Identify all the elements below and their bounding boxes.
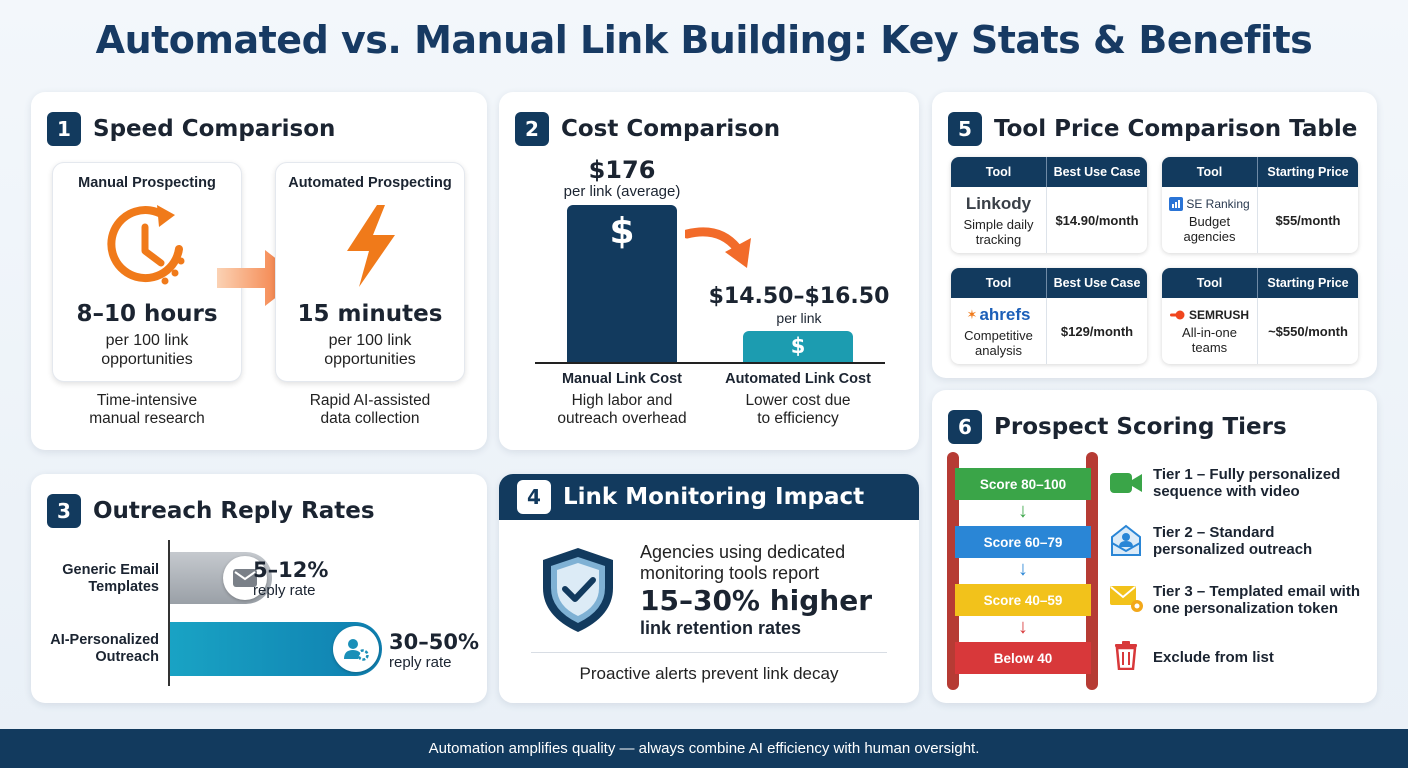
ai-outreach-label: AI-Personalized Outreach	[50, 632, 159, 665]
manual-time-value: 8–10 hours	[76, 301, 218, 327]
tier-bar-4: Below 40	[955, 642, 1091, 674]
manual-caption: Time-intensive manual research	[89, 392, 205, 427]
automated-cost-sub: per link	[776, 310, 822, 326]
cost-comparison-card: 2 Cost Comparison $176 per link (average…	[499, 92, 919, 450]
automated-cost-value: $14.50–$16.50	[708, 284, 890, 309]
ahrefs-icon: ✶	[966, 306, 978, 322]
tool-price: $14.90/month	[1055, 212, 1139, 228]
divider	[531, 652, 887, 653]
monitoring-header: 4 Link Monitoring Impact	[499, 474, 919, 520]
section-number: 6	[948, 410, 982, 444]
ai-user-gear-icon	[333, 626, 379, 672]
tool-price: ~$550/month	[1268, 323, 1348, 339]
section-title: Link Monitoring Impact	[563, 484, 865, 510]
automated-cost-caption: Lower cost due to efficiency	[745, 392, 851, 427]
footer-banner: Automation amplifies quality — always co…	[0, 729, 1408, 768]
tier-bar-1: Score 80–100	[955, 468, 1091, 500]
manual-time-sub: per 100 link opportunities	[101, 332, 193, 368]
chart-axis	[168, 540, 170, 686]
automated-caption: Rapid AI-assisted data collection	[309, 392, 431, 427]
section-title: Cost Comparison	[561, 116, 781, 142]
dollar-icon: $	[609, 211, 635, 252]
tier-4-text: Exclude from list	[1153, 649, 1274, 666]
manual-cost-bar: $	[567, 205, 677, 363]
section-number: 1	[47, 112, 81, 146]
down-arrow-icon: ↓	[1018, 616, 1028, 638]
generic-reply-value: 5–12%	[253, 558, 329, 582]
se-ranking-icon	[1169, 196, 1184, 211]
ladder-rail-left	[947, 452, 959, 690]
se-ranking-logo: SE Ranking	[1186, 196, 1250, 211]
tool-price-card: 5 Tool Price Comparison Table Tool Best U…	[932, 92, 1377, 378]
section-title: Outreach Reply Rates	[93, 498, 375, 524]
automated-prospecting-label: Automated Prospecting	[288, 175, 452, 191]
manual-prospecting-box: Manual Prospecting 8–10 hours per 100 li…	[52, 162, 242, 382]
ai-reply-value: 30–50%	[389, 630, 479, 654]
outreach-reply-card: 3 Outreach Reply Rates Generic Email Temp…	[31, 474, 487, 703]
email-icon	[223, 556, 267, 600]
ai-reply-sub: reply rate	[389, 654, 452, 671]
generic-template-label: Generic Email Templates	[62, 562, 159, 595]
tool-card-linkody: Tool Best Use Case Linkody Simple daily tr…	[951, 157, 1147, 253]
generic-reply-sub: reply rate	[253, 582, 316, 599]
tool-price: $129/month	[1060, 323, 1134, 339]
email-gear-icon	[1110, 586, 1143, 612]
baseline	[535, 362, 885, 364]
manual-cost-label: Manual Link Cost	[561, 371, 683, 387]
ahrefs-logo: ahrefs	[979, 304, 1031, 324]
clock-icon	[107, 205, 185, 285]
linkody-logo: Linkody	[965, 193, 1032, 213]
down-arrow-icon: ↓	[1018, 558, 1028, 580]
tier-bar-3: Score 40–59	[955, 584, 1091, 616]
user-email-icon	[1111, 524, 1141, 556]
video-camera-icon	[1110, 473, 1142, 493]
section-title: Prospect Scoring Tiers	[994, 414, 1287, 440]
section-number: 3	[47, 494, 81, 528]
down-arrow-icon: ↓	[1018, 500, 1028, 522]
tool-card-se-ranking: Tool Starting Price SE Ranking Budget agen…	[1162, 157, 1358, 253]
automated-time-value: 15 minutes	[297, 301, 443, 327]
tool-card-ahrefs: Tool Best Use Case ✶ ahrefs Competitive an…	[951, 268, 1147, 364]
manual-cost-caption: High labor and outreach overhead	[557, 392, 687, 427]
semrush-icon	[1169, 310, 1185, 319]
monitoring-big-value: 15–30% higher	[640, 584, 873, 617]
page-title: Automated vs. Manual Link Building: Key …	[95, 18, 1313, 62]
ladder-rail-right	[1086, 452, 1098, 690]
manual-cost-value: $176	[588, 156, 656, 184]
section-number: 5	[948, 112, 982, 146]
monitoring-footer: Proactive alerts prevent link decay	[579, 664, 839, 683]
tier-1-text: Tier 1 – Fully personalized sequence with…	[1153, 466, 1341, 500]
automated-time-sub: per 100 link opportunities	[324, 332, 416, 368]
tool-card-semrush: Tool Starting Price SEMRUSH All-in-one tea…	[1162, 268, 1358, 364]
section-title: Tool Price Comparison Table	[994, 116, 1358, 142]
automated-prospecting-box: Automated Prospecting 15 minutes per 100…	[275, 162, 465, 382]
tier-3-text: Tier 3 – Templated email with one persona…	[1153, 583, 1361, 617]
section-number: 4	[517, 480, 551, 514]
section-title: Speed Comparison	[93, 116, 336, 142]
automated-cost-bar: $	[743, 331, 853, 363]
tier-bar-2: Score 60–79	[955, 526, 1091, 558]
automated-cost-label: Automated Link Cost	[725, 371, 871, 387]
speed-comparison-card: 1 Speed Comparison Manual Prospecting 8–…	[31, 92, 487, 450]
section-number: 2	[515, 112, 549, 146]
tool-price: $55/month	[1275, 212, 1341, 228]
semrush-logo: SEMRUSH	[1188, 307, 1249, 322]
monitoring-text: Agencies using dedicated monitoring tools…	[640, 542, 846, 583]
manual-cost-sub: per link (average)	[563, 183, 681, 200]
trash-icon	[1115, 641, 1137, 670]
dollar-icon: $	[790, 334, 806, 358]
tier-2-text: Tier 2 – Standard personalized outreach	[1153, 524, 1313, 558]
lightning-icon	[347, 205, 395, 287]
shield-check-icon	[543, 548, 613, 632]
curved-arrow-icon	[685, 227, 751, 268]
monitoring-line3: link retention rates	[640, 618, 802, 638]
link-monitoring-card: 4 Link Monitoring Impact Agencies using …	[499, 474, 919, 703]
manual-prospecting-label: Manual Prospecting	[78, 175, 216, 191]
